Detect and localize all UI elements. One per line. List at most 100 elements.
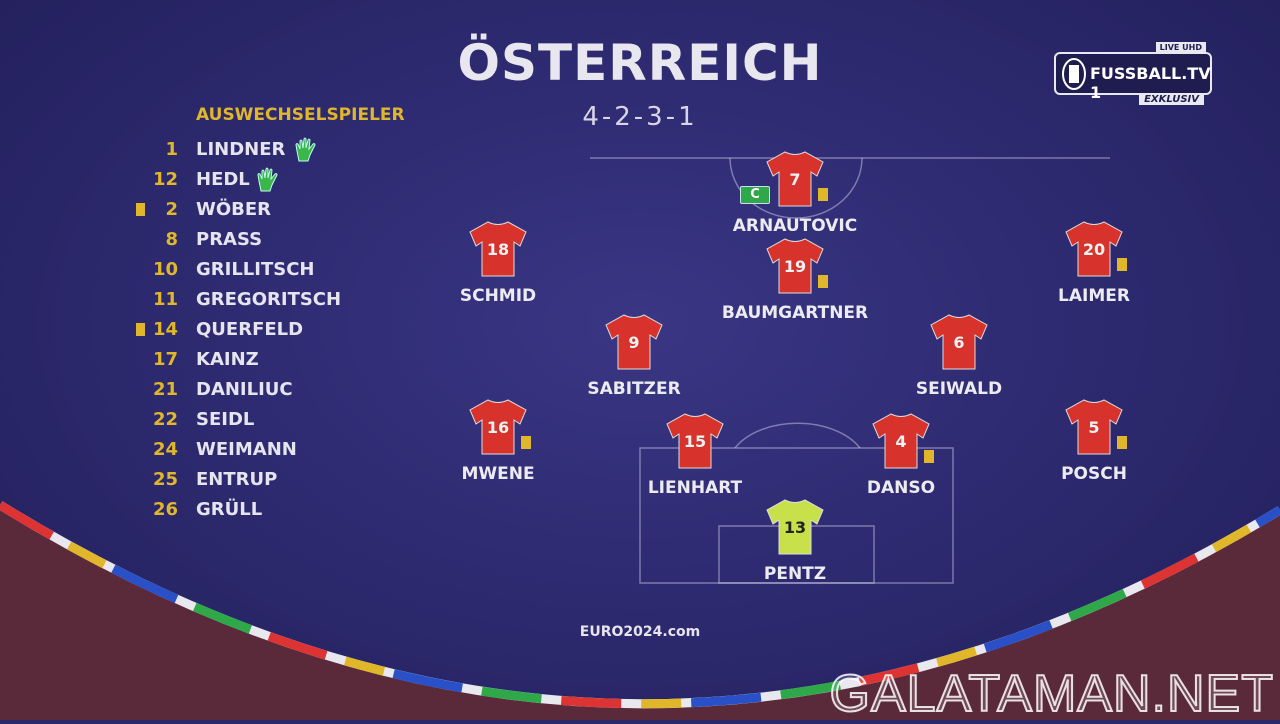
player-name: PRASS (196, 229, 263, 250)
player-number: 2 (165, 199, 178, 220)
jersey-number: 6 (953, 333, 965, 352)
substitute-row: 10 GRILLITSCH (120, 259, 440, 283)
substitute-row: 17 KAINZ (120, 349, 440, 373)
player-name: WEIMANN (196, 439, 297, 460)
jersey-number: 4 (895, 432, 907, 451)
jersey-icon (1065, 221, 1123, 277)
jersey-number: 16 (486, 418, 510, 437)
player-name: ARNAUTOVIC (732, 216, 858, 236)
player-name: LINDNER (196, 139, 286, 160)
player-name: QUERFELD (196, 319, 304, 340)
captain-badge: C (740, 186, 770, 204)
jersey-number: 5 (1088, 418, 1100, 437)
broadcaster-logo: LIVE UHD FUSSBALL.TV 1 EXKLUSIV (1054, 42, 1212, 105)
lineup-player: 5 POSCH (994, 398, 1194, 484)
player-number: 26 (152, 499, 178, 520)
player-number: 11 (152, 289, 178, 310)
player-name: LAIMER (1058, 286, 1130, 306)
player-number: 24 (152, 439, 178, 460)
jersey-icon (1065, 399, 1123, 455)
player-number: 25 (152, 469, 178, 490)
player-name: GRÜLL (196, 499, 263, 520)
lineup-player: 15 LIENHART (595, 412, 795, 498)
jersey-icon (469, 221, 527, 277)
lineup-player: 19 BAUMGARTNER (695, 237, 895, 323)
player-name: GRILLITSCH (196, 259, 315, 280)
player-name: DANILIUC (196, 379, 293, 400)
jersey-icon (766, 238, 824, 294)
player-name: ENTRUP (196, 469, 278, 490)
jersey-number: 13 (783, 518, 807, 537)
yellow-card-icon (924, 450, 934, 463)
jersey-number: 18 (486, 240, 510, 259)
substitute-row: 21 DANILIUC (120, 379, 440, 403)
jersey-icon (930, 314, 988, 370)
watermark: GALATAMAN.NET (829, 664, 1274, 724)
player-number: 1 (165, 139, 178, 160)
player-number: 14 (152, 319, 178, 340)
substitute-row: 25 ENTRUP (120, 469, 440, 493)
jersey-icon (469, 399, 527, 455)
player-name: KAINZ (196, 349, 259, 370)
lineup-player: 9 SABITZER (534, 313, 734, 399)
lineup-player: 4 DANSO (801, 412, 1001, 498)
yellow-card-icon (521, 436, 531, 449)
substitutes-title: AUSWECHSELSPIELER (196, 105, 405, 125)
jersey-icon (766, 151, 824, 207)
jersey-number: 9 (628, 333, 640, 352)
jersey-icon (605, 314, 663, 370)
yellow-card-icon (818, 188, 828, 201)
player-name: LIENHART (647, 478, 743, 498)
player-name: WÖBER (196, 199, 272, 220)
lineup-player: 6 SEIWALD (859, 313, 1059, 399)
yellow-card-icon (136, 323, 145, 336)
jersey-icon (766, 499, 824, 555)
jersey-icon (872, 413, 930, 469)
yellow-card-icon (1117, 258, 1127, 271)
substitute-row: 2 WÖBER (120, 199, 440, 223)
yellow-card-icon (1117, 436, 1127, 449)
substitute-row: 8 PRASS (120, 229, 440, 253)
player-number: 8 (165, 229, 178, 250)
substitute-row: 26 GRÜLL (120, 499, 440, 523)
player-name: GREGORITSCH (196, 289, 342, 310)
formation: 4-2-3-1 (582, 102, 698, 132)
player-name: MWENE (461, 464, 535, 484)
substitute-row: 14 QUERFELD (120, 319, 440, 343)
player-name: SABITZER (587, 379, 681, 399)
player-name: SEIWALD (915, 379, 1003, 399)
player-number: 22 (152, 409, 178, 430)
substitute-row: 22 SEIDL (120, 409, 440, 433)
broadcaster-name: FUSSBALL.TV 1 (1090, 64, 1211, 102)
jersey-icon (666, 413, 724, 469)
player-name: SEIDL (196, 409, 255, 430)
footer-site: EURO2024.com (579, 624, 701, 640)
lineup-player: 16 MWENE (398, 398, 598, 484)
player-number: 17 (152, 349, 178, 370)
player-name: BAUMGARTNER (721, 303, 869, 323)
player-number: 12 (152, 169, 178, 190)
player-name: DANSO (866, 478, 936, 498)
substitute-row: 1 LINDNER (120, 137, 440, 163)
exklusiv-badge: EXKLUSIV (1139, 94, 1204, 105)
player-name: PENTZ (763, 564, 827, 584)
substitute-row: 12 HEDL (120, 167, 440, 193)
substitute-row: 24 WEIMANN (120, 439, 440, 463)
player-name: HEDL (196, 169, 250, 190)
lineup-player: 18 SCHMID (398, 220, 598, 306)
lineup-player: 20 LAIMER (994, 220, 1194, 306)
goalkeeper-glove-icon (257, 167, 278, 192)
lineup-player: 7 C ARNAUTOVIC (695, 150, 895, 236)
jersey-number: 7 (789, 170, 801, 189)
trophy-icon (1062, 58, 1086, 90)
yellow-card-icon (818, 275, 828, 288)
substitute-row: 11 GREGORITSCH (120, 289, 440, 313)
goalkeeper-glove-icon (294, 137, 316, 162)
lineup-player: 13 PENTZ (695, 498, 895, 584)
team-title: ÖSTERREICH (457, 34, 823, 92)
player-name: POSCH (1061, 464, 1127, 484)
player-name: SCHMID (459, 286, 537, 306)
player-number: 10 (152, 259, 178, 280)
jersey-number: 19 (783, 257, 807, 276)
